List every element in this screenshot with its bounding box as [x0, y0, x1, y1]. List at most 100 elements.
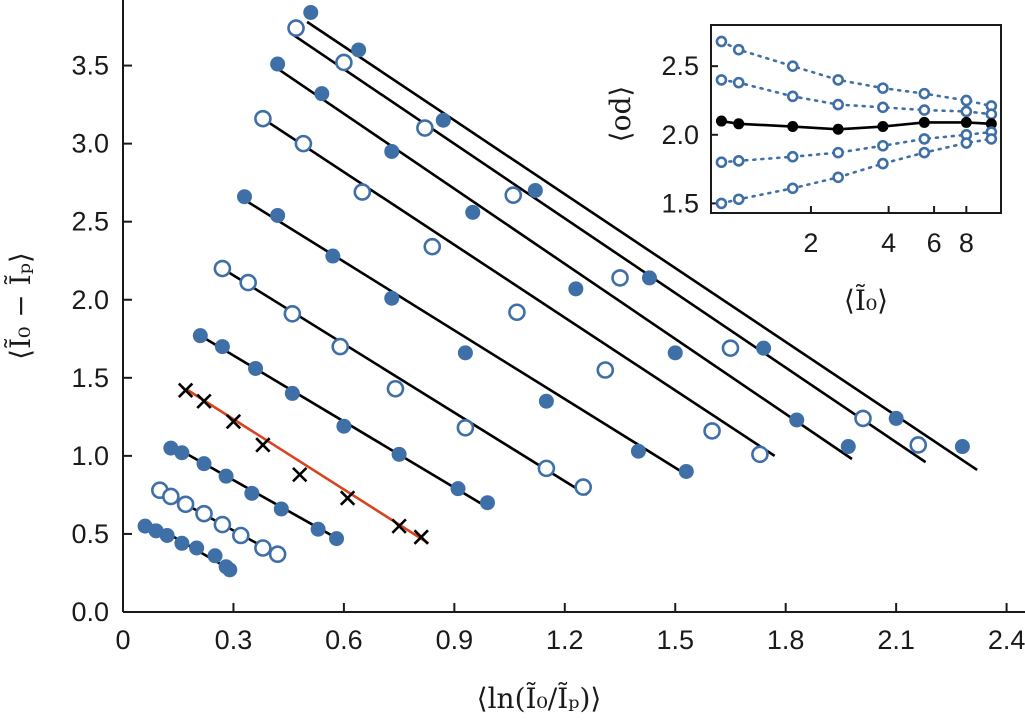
- inset-series-0: [715, 35, 998, 112]
- data-point: [283, 305, 302, 323]
- data-point: [236, 189, 252, 205]
- data-point: [207, 548, 223, 564]
- data-point: [384, 143, 400, 159]
- inset-data-point: [832, 123, 844, 135]
- data-point: [213, 515, 232, 534]
- main-plot: 0 0.3 0.6 0.9 1.2 1.5 1.8 2.1 2.4 0.0 0.5 1.0 1.5 2.0…: [4, 0, 1025, 715]
- data-point: [177, 382, 194, 398]
- data-point: [325, 248, 341, 264]
- series-6: [236, 189, 694, 479]
- series-0: [137, 518, 238, 578]
- data-point: [292, 466, 308, 483]
- inset-data-point: [786, 90, 799, 103]
- data-point: [270, 207, 286, 223]
- data-point: [174, 445, 190, 461]
- data-point: [213, 259, 232, 278]
- inset-data-point: [733, 118, 745, 130]
- fit-line: [243, 198, 687, 476]
- data-point: [641, 270, 657, 286]
- data-point: [331, 337, 350, 356]
- inset-data-point: [715, 115, 727, 127]
- data-point: [596, 361, 615, 379]
- data-point: [232, 526, 250, 545]
- x-tick-label: 2.4: [988, 625, 1025, 655]
- inset-data-point: [985, 118, 997, 130]
- inset-data-point: [732, 193, 745, 206]
- inset-data-point: [786, 182, 799, 195]
- y-tick-label: 2.0: [71, 285, 109, 315]
- x-tick-label: 1.5: [656, 625, 694, 655]
- inset-series-1: [715, 74, 998, 120]
- inset-data-point: [832, 98, 844, 111]
- inset-data-point: [918, 116, 930, 128]
- y-tick-label: 1.5: [71, 363, 109, 393]
- data-point: [678, 463, 694, 479]
- data-point: [273, 501, 289, 517]
- data-point: [336, 418, 352, 434]
- data-point: [756, 340, 772, 356]
- inset-data-point: [877, 101, 889, 114]
- fit-line: [221, 267, 588, 497]
- inset-y-tick-label: 1.5: [661, 188, 699, 218]
- main-marks: [137, 4, 978, 578]
- data-point: [254, 539, 272, 557]
- data-point: [751, 445, 769, 464]
- series-4: [192, 328, 495, 511]
- inset-line: [720, 130, 993, 164]
- data-point: [196, 393, 212, 409]
- x-tick-label: 0: [115, 625, 130, 655]
- data-point: [435, 112, 451, 128]
- y-tick-label: 3.0: [71, 129, 109, 159]
- series-3: [177, 382, 430, 545]
- y-tick-label: 0.0: [71, 597, 109, 627]
- inset-line: [720, 119, 993, 131]
- x-tick-label: 0.3: [215, 625, 253, 655]
- inset-series-4: [715, 133, 998, 210]
- inset-data-point: [732, 43, 745, 56]
- x-tick-label: 0.9: [436, 625, 474, 655]
- inset-data-point: [877, 121, 889, 133]
- inset-data-point: [832, 74, 844, 86]
- inset-x-axis-label: ⟨Ĩ₀⟩: [844, 284, 888, 317]
- inset-data-point: [715, 197, 728, 210]
- series-7: [254, 109, 776, 464]
- fit-line: [276, 67, 853, 461]
- series-10: [303, 4, 978, 472]
- inset-data-point: [786, 60, 799, 72]
- data-point: [239, 273, 257, 292]
- fit-line: [184, 387, 430, 545]
- data-point: [284, 385, 300, 401]
- data-point: [255, 437, 271, 453]
- data-point: [225, 413, 242, 430]
- inset-data-point: [786, 150, 799, 163]
- x-tick-label: 2.1: [877, 625, 915, 655]
- data-point: [192, 328, 208, 344]
- data-point: [162, 487, 180, 506]
- inset-plot: 2 4 6 8 1.5 2.0 2.5 ⟨Ĩ₀⟩ ⟨od⟩: [604, 24, 1002, 317]
- inset-data-point: [918, 104, 931, 116]
- y-tick-label: 0.5: [71, 519, 109, 549]
- data-point: [568, 281, 584, 297]
- data-point: [386, 379, 405, 398]
- data-point: [314, 86, 330, 102]
- series-2: [163, 440, 345, 547]
- fit-line: [306, 20, 978, 472]
- data-point: [222, 562, 238, 578]
- data-point: [391, 446, 407, 462]
- data-point: [703, 422, 721, 440]
- y-tick-label: 3.5: [71, 51, 109, 81]
- data-point: [508, 303, 526, 322]
- inset-data-point: [985, 108, 998, 120]
- inset-data-point: [960, 137, 973, 149]
- x-tick-label: 0.6: [325, 625, 363, 655]
- inset-data-point: [960, 94, 973, 107]
- series-5: [213, 259, 593, 497]
- inset-data-point: [877, 157, 889, 170]
- inset-data-point: [877, 82, 889, 94]
- inset-data-point: [715, 156, 728, 169]
- data-point: [611, 269, 629, 287]
- data-point: [329, 531, 345, 547]
- inset-data-point: [715, 74, 728, 86]
- data-point: [450, 481, 466, 497]
